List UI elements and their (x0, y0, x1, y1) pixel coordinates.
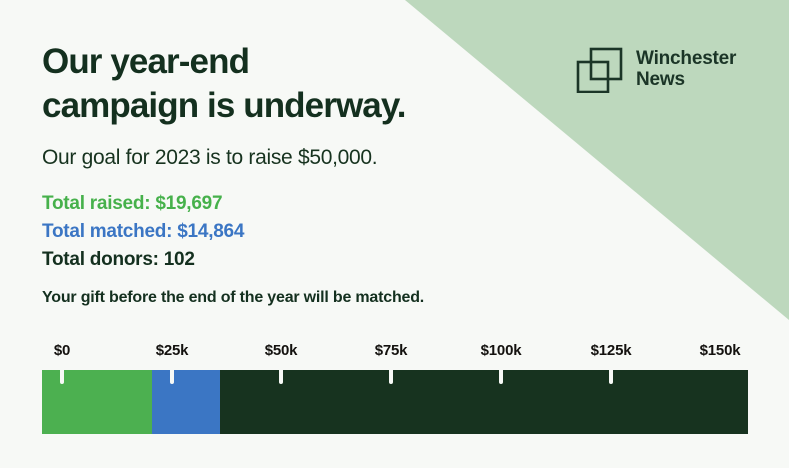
page-title: Our year-end campaign is underway. (42, 42, 407, 126)
tick-125k (609, 370, 613, 384)
tick-25k (170, 370, 174, 384)
stat-total-matched: Total matched: $14,864 (42, 220, 245, 242)
tick-50k (279, 370, 283, 384)
progress-bar-track: First year Budget (42, 370, 748, 434)
axis-label-125k: $125k (590, 342, 632, 359)
two-overlapping-squares-icon (576, 47, 623, 93)
stats-list: Total raised: $19,697 Total matched: $14… (42, 190, 512, 274)
stat-total-donors: Total donors: 102 (42, 248, 195, 270)
axis-label-150k: $150k (699, 342, 741, 359)
axis-label-0: $0 (53, 342, 71, 359)
tick-75k (389, 370, 393, 384)
progress-segment-raised (42, 370, 153, 434)
axis-label-50k: $50k (264, 342, 298, 359)
tick-100k (499, 370, 503, 384)
match-note: Your gift before the end of the year wil… (42, 289, 425, 306)
axis-label-75k: $75k (374, 342, 408, 359)
axis-label-100k: $100k (480, 342, 522, 359)
brand-lockup: Winchester News (575, 45, 736, 93)
goal-subheading: Our goal for 2023 is to raise $50,000. (42, 146, 378, 169)
axis-label-25k: $25k (155, 342, 189, 359)
stat-total-raised: Total raised: $19,697 (42, 193, 223, 214)
tick-0 (60, 370, 64, 384)
brand-name: Winchester News (636, 47, 737, 90)
